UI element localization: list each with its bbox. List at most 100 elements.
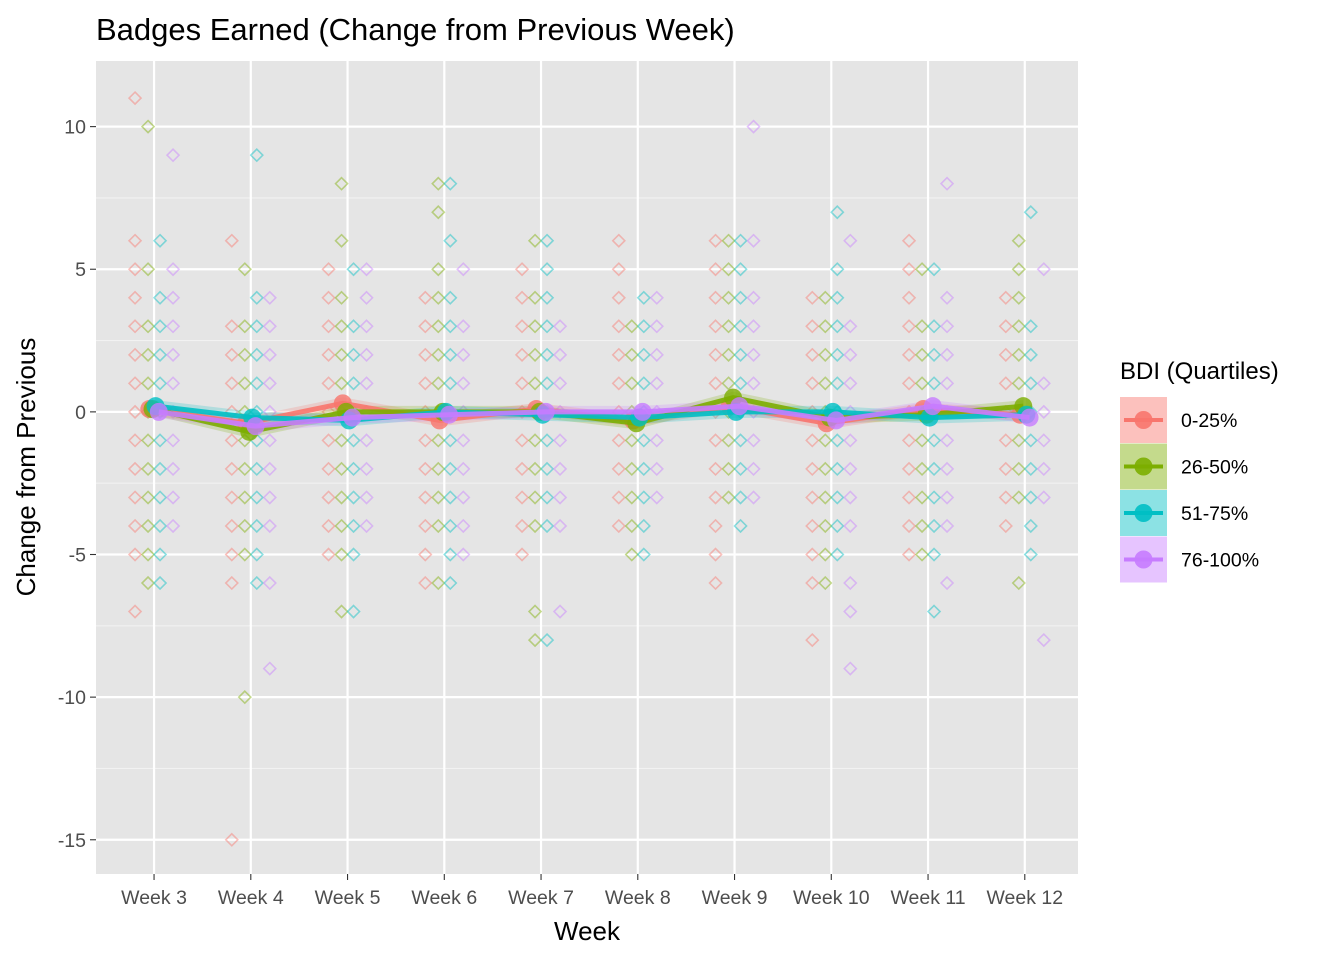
data-point — [249, 319, 264, 334]
data-point — [334, 319, 349, 334]
data-point — [649, 347, 664, 362]
data-point — [1036, 461, 1051, 477]
data-point — [914, 518, 930, 534]
data-point — [334, 547, 349, 562]
data-point — [746, 376, 761, 391]
data-point — [262, 490, 277, 505]
data-point — [418, 433, 433, 448]
data-point — [746, 119, 761, 134]
data-point — [140, 490, 156, 505]
data-point — [733, 233, 748, 248]
data-point — [165, 262, 181, 277]
data-point — [611, 262, 626, 277]
data-point — [926, 461, 942, 477]
data-point — [1023, 490, 1038, 505]
mean-marker — [730, 397, 749, 416]
data-point — [527, 518, 543, 534]
data-point — [830, 490, 845, 505]
data-point — [140, 119, 156, 134]
data-point — [539, 518, 555, 534]
data-point — [830, 290, 845, 305]
data-point — [1011, 347, 1026, 362]
data-point — [262, 661, 277, 676]
data-point — [708, 347, 723, 362]
data-point — [262, 319, 277, 334]
data-point — [733, 490, 748, 505]
legend-title: BDI (Quartiles) — [1120, 358, 1279, 385]
data-point — [636, 290, 651, 305]
data-point — [152, 461, 168, 477]
data-point — [649, 290, 664, 305]
data-point — [805, 319, 820, 334]
data-point — [418, 461, 433, 477]
data-point — [636, 461, 651, 477]
data-point — [127, 518, 143, 534]
data-point — [431, 262, 446, 277]
data-point — [901, 518, 917, 534]
data-point — [733, 376, 748, 391]
data-point — [733, 262, 748, 277]
data-point — [649, 461, 664, 477]
plot-panel — [96, 61, 1078, 874]
data-point — [321, 376, 336, 391]
data-point — [998, 490, 1013, 505]
data-point — [321, 262, 336, 277]
data-point — [359, 376, 374, 391]
mean-marker — [440, 405, 459, 424]
data-point — [127, 376, 143, 391]
data-point — [901, 490, 917, 505]
data-point — [224, 347, 239, 362]
data-point — [127, 490, 143, 505]
y-tick-label: -5 — [69, 545, 86, 567]
data-point — [649, 433, 664, 448]
data-point — [237, 262, 252, 277]
data-point — [539, 262, 555, 277]
data-point — [926, 376, 942, 391]
data-point — [165, 461, 181, 477]
data-point — [926, 319, 942, 334]
data-point — [443, 547, 458, 562]
data-point — [843, 376, 858, 391]
data-point — [818, 433, 833, 448]
data-point — [321, 433, 336, 448]
data-point — [321, 461, 336, 477]
data-point — [165, 518, 181, 534]
data-point — [514, 461, 530, 477]
data-point — [334, 233, 349, 248]
data-point — [1011, 575, 1026, 591]
data-point — [818, 290, 833, 305]
data-point — [552, 347, 568, 362]
data-point — [843, 490, 858, 505]
data-point — [346, 262, 361, 277]
data-point — [443, 319, 458, 334]
data-point — [418, 547, 433, 562]
data-point — [249, 490, 264, 505]
data-point — [127, 404, 143, 420]
y-axis-title: Change from Previous — [11, 338, 41, 597]
data-point — [359, 461, 374, 477]
data-point — [830, 518, 845, 534]
data-point — [843, 661, 858, 676]
data-point — [224, 832, 239, 847]
data-point — [165, 490, 181, 505]
data-point — [818, 347, 833, 362]
data-point — [733, 518, 748, 534]
data-point — [746, 490, 761, 505]
data-point — [1011, 290, 1026, 305]
data-point — [708, 233, 723, 248]
data-point — [708, 319, 723, 334]
data-point — [527, 319, 543, 334]
mean-marker — [246, 417, 265, 436]
data-point — [624, 490, 639, 505]
data-point — [914, 319, 930, 334]
data-point — [901, 262, 917, 277]
mean-marker — [149, 402, 168, 421]
data-point — [998, 347, 1013, 362]
data-point — [539, 347, 555, 362]
data-point — [636, 547, 651, 562]
data-point — [611, 233, 626, 248]
data-point — [140, 461, 156, 477]
data-point — [165, 376, 181, 391]
data-point — [926, 347, 942, 362]
